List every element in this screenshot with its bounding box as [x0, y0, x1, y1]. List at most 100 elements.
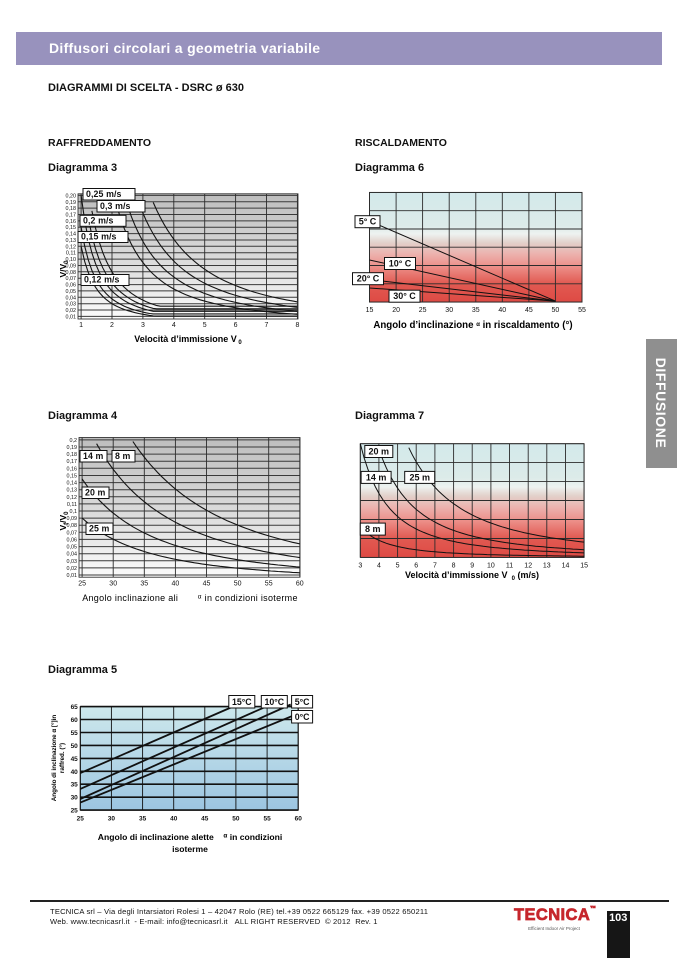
- svg-text:0,08: 0,08: [67, 523, 78, 529]
- svg-text:30: 30: [108, 816, 116, 823]
- svg-text:0,25 m/s: 0,25 m/s: [86, 189, 122, 199]
- svg-text:5° C: 5° C: [359, 217, 377, 227]
- svg-text:7: 7: [433, 562, 437, 569]
- svg-text:0,15 m/s: 0,15 m/s: [81, 232, 117, 242]
- svg-text:0,10: 0,10: [66, 257, 77, 263]
- svg-text:25 m: 25 m: [409, 472, 430, 482]
- svg-text:35: 35: [140, 580, 148, 587]
- svg-text:0,15: 0,15: [66, 225, 77, 231]
- svg-text:40: 40: [71, 769, 79, 776]
- svg-text:0,20: 0,20: [66, 193, 77, 199]
- svg-text:0,07: 0,07: [67, 530, 78, 536]
- svg-text:25: 25: [419, 307, 427, 314]
- svg-text:55: 55: [263, 816, 271, 823]
- svg-text:0,05: 0,05: [67, 545, 78, 551]
- svg-text:0,18: 0,18: [66, 206, 77, 212]
- svg-text:45: 45: [203, 580, 211, 587]
- svg-text:0,12 m/s: 0,12 m/s: [84, 275, 120, 285]
- svg-text:10° C: 10° C: [389, 259, 412, 269]
- svg-text:25: 25: [71, 808, 79, 815]
- svg-text:0,09: 0,09: [67, 516, 78, 522]
- svg-text:0,11: 0,11: [66, 251, 76, 257]
- svg-text:20 m: 20 m: [369, 447, 390, 457]
- svg-text:0,15: 0,15: [67, 474, 78, 480]
- svg-text:0,14: 0,14: [66, 232, 77, 238]
- svg-text:45: 45: [71, 756, 79, 763]
- svg-text:0,06: 0,06: [66, 283, 77, 289]
- svg-text:8 m: 8 m: [115, 451, 131, 461]
- svg-text:0,01: 0,01: [67, 573, 78, 579]
- svg-text:55: 55: [71, 730, 79, 737]
- svg-text:0,04: 0,04: [67, 552, 78, 558]
- svg-text:0,08: 0,08: [66, 270, 77, 276]
- svg-text:30° C: 30° C: [393, 291, 416, 301]
- svg-text:0,19: 0,19: [66, 200, 77, 206]
- svg-text:30: 30: [445, 307, 453, 314]
- svg-text:50: 50: [232, 816, 240, 823]
- svg-text:40: 40: [498, 307, 506, 314]
- svg-text:Angolo di inclinazione alette: Angolo di inclinazione alette α in condi…: [98, 832, 282, 842]
- svg-text:15: 15: [366, 307, 374, 314]
- svg-text:0,13: 0,13: [66, 238, 77, 244]
- svg-text:14: 14: [562, 562, 570, 569]
- svg-text:0,03: 0,03: [66, 302, 77, 308]
- svg-text:V/V0: V/V0: [58, 260, 70, 278]
- svg-text:6: 6: [414, 562, 418, 569]
- svg-text:0,09: 0,09: [66, 264, 77, 270]
- svg-text:5°C: 5°C: [295, 697, 310, 707]
- svg-text:0,02: 0,02: [67, 566, 78, 572]
- svg-text:60: 60: [71, 717, 79, 724]
- svg-text:0,19: 0,19: [67, 445, 78, 451]
- svg-text:0,11: 0,11: [67, 502, 77, 508]
- svg-text:0°C: 0°C: [295, 712, 310, 722]
- svg-text:25: 25: [78, 580, 86, 587]
- svg-text:0,18: 0,18: [67, 452, 78, 458]
- svg-text:8: 8: [295, 322, 299, 329]
- svg-text:0,07: 0,07: [66, 276, 77, 282]
- svg-text:0,14: 0,14: [67, 481, 78, 487]
- svg-text:0,1: 0,1: [70, 509, 78, 515]
- svg-text:50: 50: [234, 580, 242, 587]
- svg-text:30: 30: [109, 580, 117, 587]
- svg-text:65: 65: [71, 704, 79, 711]
- svg-text:1: 1: [79, 322, 83, 329]
- svg-text:60: 60: [295, 816, 303, 823]
- svg-text:25 m: 25 m: [89, 524, 110, 534]
- svg-text:45: 45: [201, 816, 209, 823]
- svg-text:3: 3: [141, 322, 145, 329]
- svg-text:4: 4: [377, 562, 381, 569]
- svg-text:0,06: 0,06: [67, 537, 78, 543]
- svg-text:0,3 m/s: 0,3 m/s: [100, 201, 131, 211]
- svg-text:40: 40: [170, 816, 178, 823]
- svg-text:4: 4: [172, 322, 176, 329]
- svg-text:55: 55: [265, 580, 273, 587]
- svg-text:0,01: 0,01: [66, 314, 77, 320]
- svg-text:isoterme: isoterme: [172, 844, 208, 854]
- svg-text:Angolo di inclinazione α [°]in: Angolo di inclinazione α [°]in: [50, 715, 58, 802]
- svg-text:Angolo inclinazione ali: Angolo inclinazione ali α in condizioni …: [82, 593, 298, 603]
- svg-text:55: 55: [578, 307, 586, 314]
- svg-text:3: 3: [358, 562, 362, 569]
- svg-text:15: 15: [580, 562, 588, 569]
- svg-text:60: 60: [296, 580, 304, 587]
- svg-text:35: 35: [139, 816, 147, 823]
- svg-text:Velocità d’immissione V 0: Velocità d’immissione V 0: [134, 334, 242, 346]
- svg-text:Vf/V0: Vf/V0: [58, 511, 70, 531]
- svg-text:5: 5: [203, 322, 207, 329]
- svg-text:35: 35: [472, 307, 480, 314]
- svg-text:30: 30: [71, 795, 79, 802]
- svg-text:50: 50: [552, 307, 560, 314]
- svg-text:0,2 m/s: 0,2 m/s: [83, 215, 114, 225]
- svg-text:20: 20: [392, 307, 400, 314]
- svg-text:8: 8: [452, 562, 456, 569]
- svg-text:0,16: 0,16: [67, 466, 78, 472]
- svg-text:10: 10: [487, 562, 495, 569]
- svg-text:20 m: 20 m: [85, 488, 106, 498]
- svg-text:0,13: 0,13: [67, 488, 78, 494]
- svg-text:15°C: 15°C: [232, 697, 252, 707]
- svg-text:14 m: 14 m: [366, 472, 387, 482]
- svg-text:35: 35: [71, 782, 79, 789]
- svg-text:0,17: 0,17: [67, 459, 78, 465]
- svg-text:12: 12: [524, 562, 532, 569]
- svg-text:0,05: 0,05: [66, 289, 77, 295]
